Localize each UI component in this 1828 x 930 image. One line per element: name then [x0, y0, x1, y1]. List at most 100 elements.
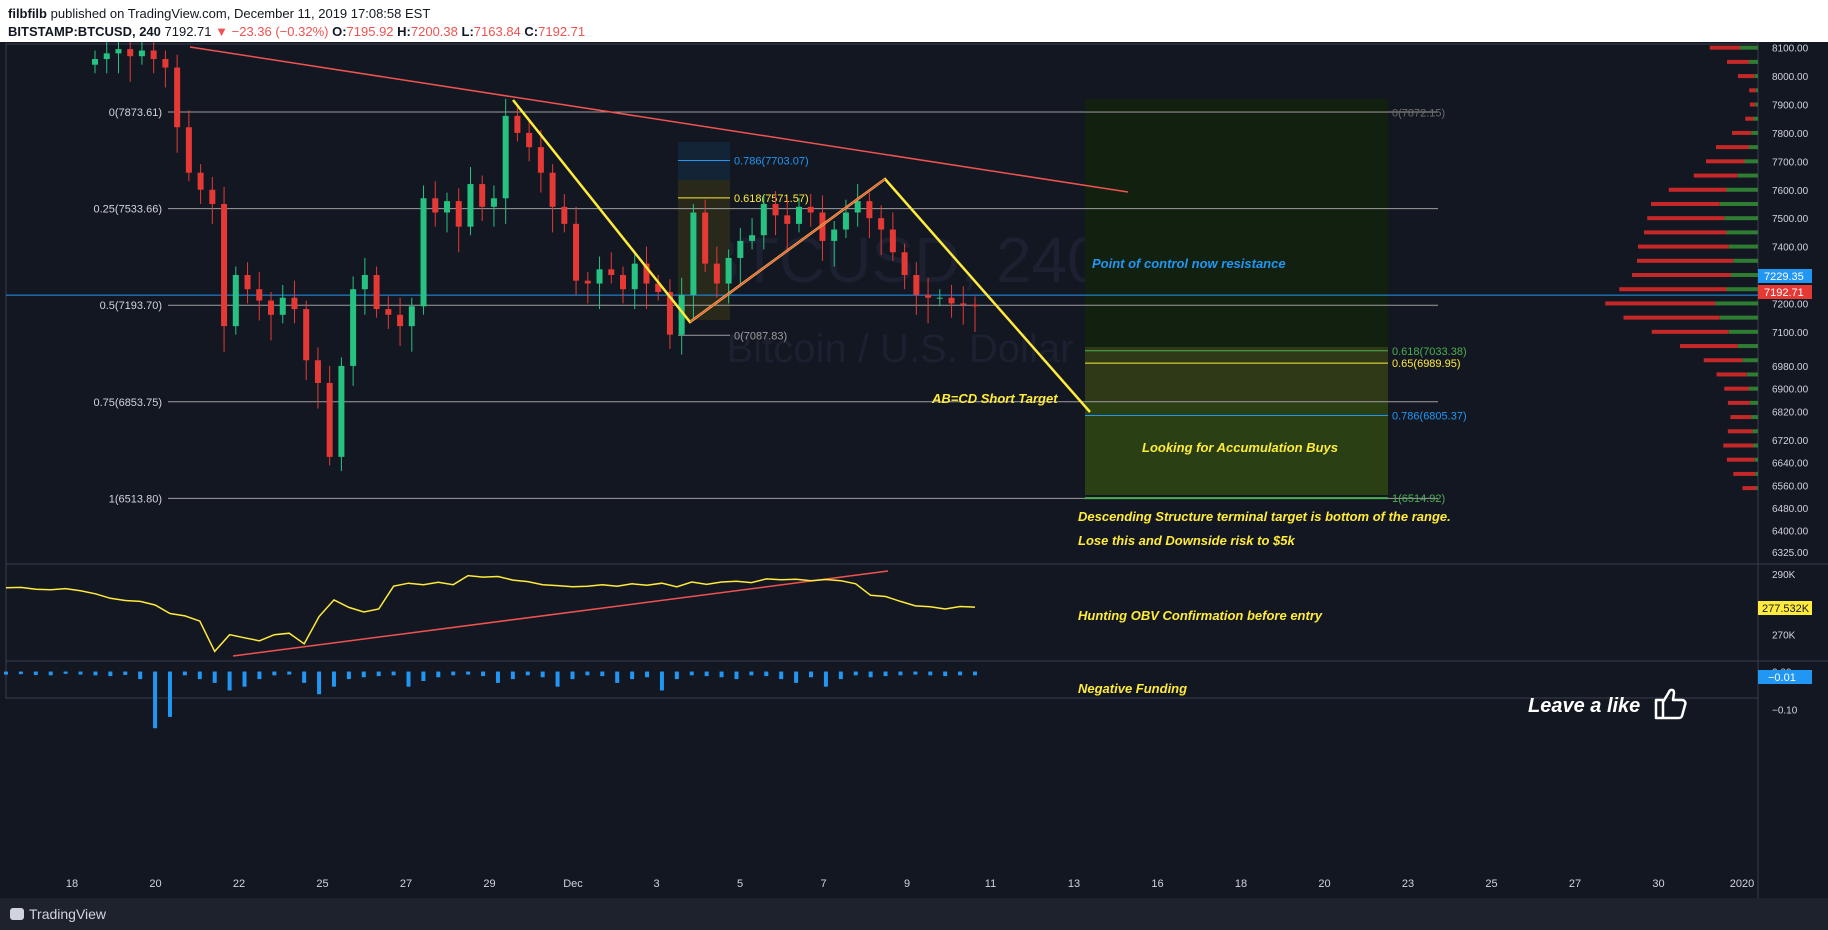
candle-body — [690, 212, 697, 295]
ohlc-legend: BITSTAMP:BTCUSD, 240 7192.71 ▼ −23.36 (−… — [8, 24, 585, 39]
funding-bar — [898, 671, 903, 676]
time-axis[interactable]: 18 20 22 25 27 29 Dec 3 5 7 9 11 13 16 18 20 23 25 27 30 202… — [66, 878, 1754, 890]
candle-body — [373, 275, 380, 310]
volume-profile-up — [1756, 486, 1758, 491]
volume-profile-up — [1733, 258, 1758, 263]
candle-body — [350, 289, 357, 366]
funding-bar — [227, 671, 232, 691]
candle-body — [972, 304, 978, 307]
price-tick-label: 7100.00 — [1772, 328, 1809, 339]
abcd-pattern-bc[interactable] — [689, 178, 886, 323]
volume-profile-down — [1730, 415, 1752, 420]
funding-bar — [734, 671, 739, 680]
drawings[interactable] — [189, 46, 1129, 657]
funding-bar — [346, 671, 351, 680]
funding-bar — [302, 671, 307, 683]
volume-profile-down — [1637, 258, 1734, 263]
obv-tick-label: 270K — [1772, 631, 1796, 642]
funding-bar — [704, 671, 709, 677]
candle-body — [596, 269, 603, 284]
poc-price-tag — [1758, 269, 1812, 283]
candle-body — [150, 50, 157, 60]
funding-bar — [540, 671, 545, 678]
high-value: 7200.38 — [410, 24, 458, 39]
time-tick-label: Dec — [563, 878, 583, 890]
candle-body — [209, 189, 216, 204]
candle-body — [901, 252, 908, 276]
volume-profile-up — [1731, 273, 1758, 278]
funding-bar — [78, 671, 83, 675]
volume-profile-down — [1749, 102, 1756, 107]
annotation-poc: Point of control now resistance — [1092, 256, 1286, 271]
volume-profile-up — [1724, 216, 1758, 221]
candle-body — [174, 67, 181, 128]
funding-bar — [63, 671, 68, 674]
volume-profile-down — [1632, 273, 1731, 278]
annotation-descending: Descending Structure terminal target is … — [1078, 509, 1451, 524]
chart-background — [0, 42, 1828, 898]
watermark-symbol: BTCUSD, 240 — [697, 224, 1102, 296]
annotation-funding: Negative Funding — [1078, 681, 1187, 696]
candle-body — [526, 132, 533, 148]
candle-body — [162, 59, 169, 68]
funding-bar — [585, 671, 590, 676]
funding-bar — [645, 671, 650, 678]
candle-body — [737, 240, 744, 258]
funding-bar — [913, 671, 918, 675]
candle-body — [103, 53, 110, 60]
annotation-obv: Hunting OBV Confirmation before entry — [1078, 608, 1323, 623]
volume-profile-down — [1703, 358, 1743, 363]
obv-trendline[interactable] — [232, 570, 889, 657]
descending-trendline[interactable] — [189, 46, 1129, 193]
volume-profile-down — [1638, 244, 1729, 249]
candle-body — [584, 280, 591, 284]
price-tick-label: 6720.00 — [1772, 436, 1809, 447]
price-tick-label: 8100.00 — [1772, 44, 1809, 55]
funding-bar — [48, 671, 53, 676]
chart-canvas[interactable]: BTCUSD, 240 Bitcoin / U.S. Dollar 0(7873… — [0, 42, 1828, 898]
candle-body — [537, 147, 544, 173]
published-text: published on TradingView.com, December 1… — [50, 6, 431, 21]
time-tick-label: 25 — [1485, 878, 1497, 890]
funding-bar — [719, 671, 724, 678]
last-price: 7192.71 — [164, 24, 212, 39]
tradingview-logo[interactable]: TradingView — [10, 906, 106, 922]
volume-profile-up — [1726, 230, 1758, 235]
candle-body — [268, 300, 274, 315]
target-zone-mid — [1085, 347, 1388, 403]
volume-profile-down — [1605, 301, 1716, 306]
candle-body — [842, 212, 849, 230]
candle-body — [326, 382, 333, 457]
candle-body — [831, 229, 838, 241]
candle-body — [796, 206, 802, 224]
thumbs-up-icon — [1654, 688, 1687, 720]
candle-body — [455, 201, 462, 227]
candle-body — [408, 306, 415, 327]
funding-bar — [525, 671, 530, 676]
funding-bar — [779, 671, 784, 680]
high-label: H: — [397, 24, 411, 39]
fib-small-label: 0(7087.83) — [734, 330, 787, 342]
funding-bar — [674, 671, 679, 680]
fib-retracement-small[interactable]: 0.786(7703.07) 0.618(7571.57) 0(7087.83) — [678, 155, 809, 342]
candle-body — [889, 229, 896, 253]
annotation-abcd: AB=CD Short Target — [931, 391, 1058, 406]
time-tick-label: 18 — [66, 878, 78, 890]
price-tick-label: 6480.00 — [1772, 504, 1809, 515]
symbol-label: BITSTAMP:BTCUSD, 240 — [8, 24, 161, 39]
fib-right-label: 0(7872.15) — [1392, 107, 1445, 119]
time-tick-label: 16 — [1151, 878, 1163, 890]
time-tick-label: 25 — [316, 878, 328, 890]
close-label: C: — [524, 24, 539, 39]
volume-profile — [1605, 45, 1758, 491]
funding-bar — [317, 671, 322, 695]
fib-retracement-right[interactable]: 0(7872.15) 0.618(7033.38)0.65(6989.95) 0.7… — [1085, 107, 1467, 505]
volume-profile-up — [1749, 400, 1758, 405]
volume-profile-down — [1749, 88, 1756, 93]
candle-body — [185, 127, 192, 173]
author-name[interactable]: filbfilb — [8, 6, 47, 21]
price-tick-label: 6980.00 — [1772, 362, 1809, 373]
candle-body — [244, 275, 251, 290]
fib-left-label: 0.75(6853.75) — [94, 397, 163, 409]
price-tick-label: 6400.00 — [1772, 527, 1809, 538]
